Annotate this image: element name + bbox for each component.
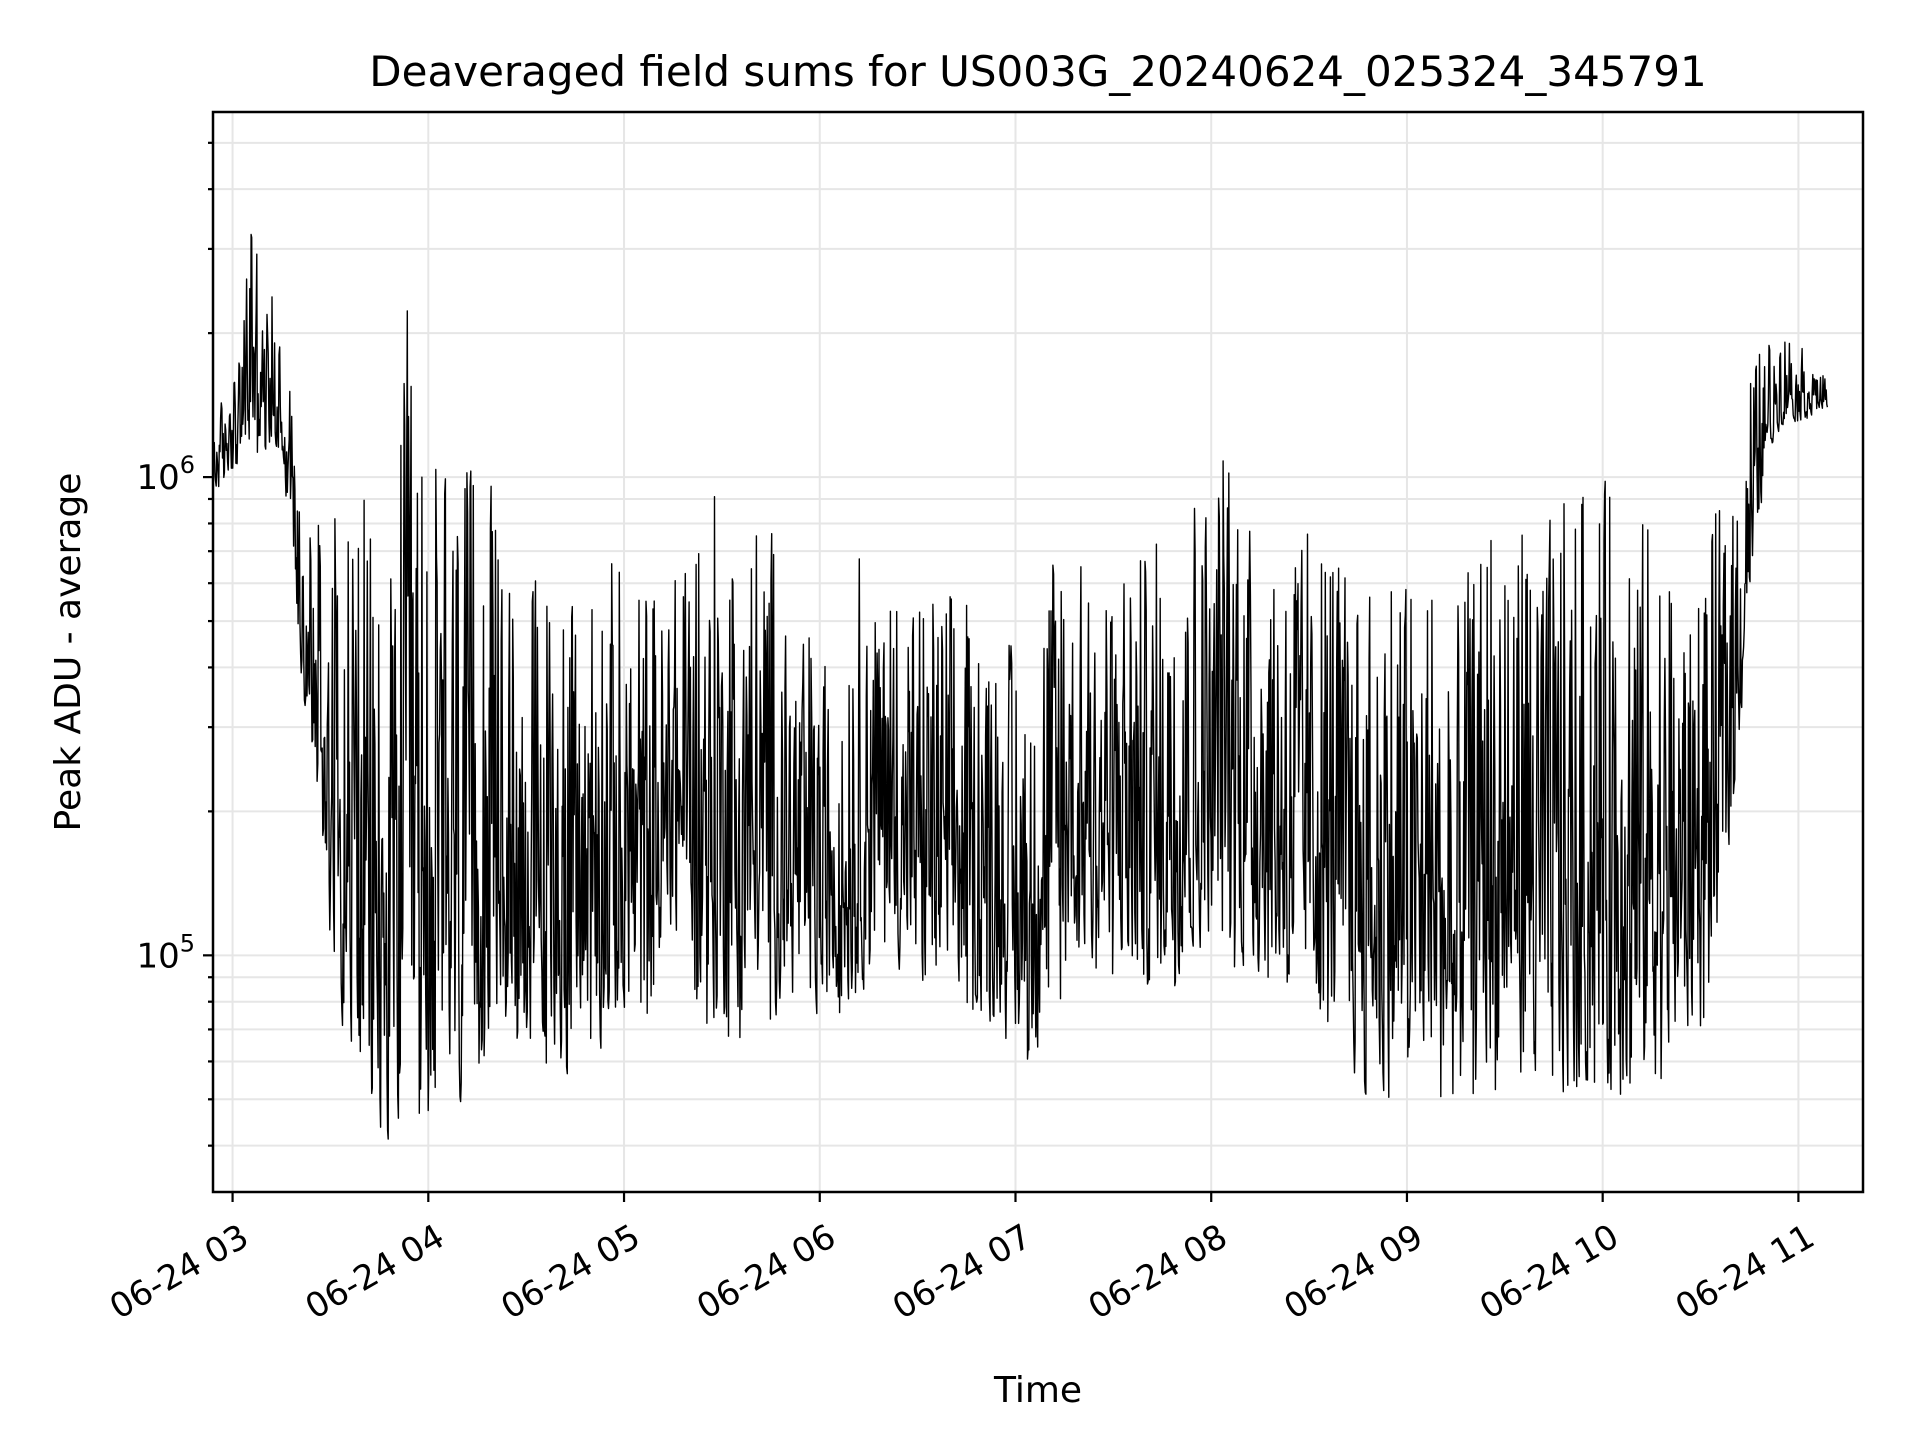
y-tick-exponent: 6 [180, 451, 195, 479]
y-axis-label: Peak ADU - average [48, 473, 89, 832]
series-layer [212, 233, 1829, 1140]
y-tick-base: 10 [136, 936, 179, 976]
y-tick-base: 10 [136, 458, 179, 498]
plot-frame [211, 110, 1865, 1194]
y-tick-exponent: 5 [180, 929, 195, 957]
y-tick-label: 105 [136, 929, 195, 976]
chart-title: Deaveraged field sums for US003G_2024062… [369, 47, 1706, 96]
series-line [212, 233, 1829, 1140]
y-tick-label: 106 [136, 451, 195, 498]
x-axis-label: Time [993, 1370, 1082, 1411]
